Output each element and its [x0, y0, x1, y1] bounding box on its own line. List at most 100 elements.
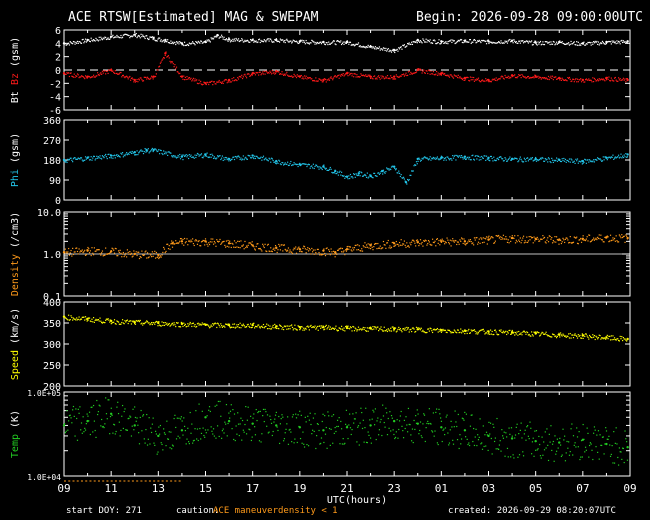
data-dot — [163, 428, 165, 430]
data-dot — [248, 325, 250, 327]
data-dot — [127, 251, 129, 254]
data-dot — [255, 40, 257, 42]
data-dot — [450, 332, 452, 334]
data-dot — [92, 155, 95, 157]
data-dot — [456, 425, 458, 428]
data-dot — [290, 40, 292, 42]
data-point — [510, 437, 514, 440]
data-dot — [529, 335, 531, 337]
data-dot — [368, 247, 370, 249]
data-dot — [518, 40, 521, 42]
data-dot — [391, 417, 393, 419]
data-dot — [198, 41, 200, 43]
data-dot — [446, 156, 448, 158]
data-dot — [112, 34, 114, 36]
data-dot — [313, 167, 315, 170]
data-dot — [334, 169, 336, 171]
data-dot — [545, 77, 547, 79]
data-dot — [84, 316, 87, 318]
data-dot — [233, 158, 236, 161]
data-dot — [250, 40, 253, 42]
data-dot — [326, 42, 328, 44]
data-dot — [388, 329, 390, 331]
data-dot — [312, 80, 315, 82]
data-dot — [256, 155, 258, 158]
data-dot — [167, 323, 170, 325]
data-dot — [345, 325, 347, 328]
data-dot — [480, 41, 482, 44]
data-dot — [445, 159, 447, 161]
data-dot — [194, 428, 196, 430]
data-dot — [133, 429, 135, 431]
data-dot — [474, 39, 476, 42]
data-dot — [297, 414, 299, 416]
data-dot — [605, 427, 607, 429]
data-dot — [554, 76, 556, 78]
data-dot — [307, 76, 309, 79]
data-dot — [476, 236, 478, 239]
data-dot — [558, 77, 560, 79]
data-dot — [499, 236, 501, 238]
data-dot — [541, 156, 543, 159]
data-dot — [422, 329, 424, 331]
data-dot — [512, 158, 514, 160]
data-dot — [555, 43, 557, 45]
data-dot — [526, 241, 529, 244]
data-dot — [211, 430, 213, 432]
data-dot — [556, 78, 558, 80]
data-dot — [415, 164, 417, 166]
data-dot — [80, 429, 82, 431]
data-dot — [402, 176, 405, 178]
data-dot — [123, 154, 125, 156]
data-dot — [349, 73, 352, 75]
data-dot — [322, 413, 324, 415]
data-dot — [303, 163, 306, 165]
data-dot — [214, 405, 216, 407]
data-dot — [121, 404, 124, 407]
data-dot — [195, 239, 197, 241]
data-dot — [626, 156, 629, 158]
data-dot — [268, 250, 270, 252]
data-dot — [494, 79, 496, 81]
data-dot — [321, 168, 323, 171]
data-dot — [605, 43, 607, 45]
data-dot — [194, 240, 196, 242]
data-dot — [572, 454, 574, 456]
data-dot — [125, 429, 127, 431]
data-dot — [567, 239, 569, 241]
data-dot — [175, 41, 178, 43]
data-dot — [564, 335, 566, 337]
data-dot — [256, 41, 258, 44]
data-point — [626, 78, 629, 82]
data-dot — [432, 241, 434, 243]
data-dot — [491, 330, 493, 333]
data-dot — [574, 442, 576, 444]
data-dot — [569, 235, 571, 238]
data-dot — [299, 328, 302, 330]
data-dot — [150, 321, 153, 324]
data-dot — [389, 168, 391, 170]
data-dot — [555, 76, 557, 78]
data-dot — [369, 326, 371, 329]
data-dot — [495, 448, 497, 450]
data-dot — [66, 71, 68, 74]
data-dot — [90, 406, 92, 408]
data-dot — [147, 38, 149, 41]
data-dot — [364, 327, 366, 329]
data-dot — [485, 43, 488, 45]
data-dot — [612, 41, 614, 43]
data-dot — [419, 40, 422, 42]
data-dot — [502, 234, 505, 236]
data-dot — [67, 43, 69, 45]
data-dot — [391, 241, 393, 244]
data-dot — [543, 160, 545, 162]
data-dot — [522, 161, 524, 163]
data-dot — [464, 330, 467, 333]
data-dot — [433, 39, 435, 41]
data-dot — [210, 156, 212, 158]
data-dot — [225, 157, 228, 159]
data-dot — [442, 72, 444, 74]
data-dot — [251, 436, 253, 438]
data-dot — [138, 34, 140, 37]
data-dot — [323, 441, 325, 444]
